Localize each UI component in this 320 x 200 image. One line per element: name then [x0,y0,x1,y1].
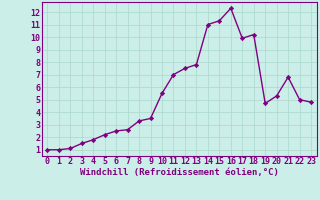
X-axis label: Windchill (Refroidissement éolien,°C): Windchill (Refroidissement éolien,°C) [80,168,279,177]
